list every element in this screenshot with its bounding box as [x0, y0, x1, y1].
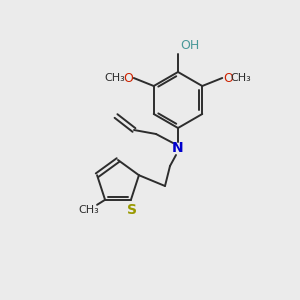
Text: O: O: [223, 71, 233, 85]
Text: CH₃: CH₃: [230, 73, 251, 83]
Text: CH₃: CH₃: [79, 205, 99, 215]
Text: S: S: [127, 203, 137, 217]
Text: O: O: [123, 71, 133, 85]
Text: OH: OH: [180, 39, 199, 52]
Text: CH₃: CH₃: [104, 73, 125, 83]
Text: N: N: [172, 141, 184, 155]
